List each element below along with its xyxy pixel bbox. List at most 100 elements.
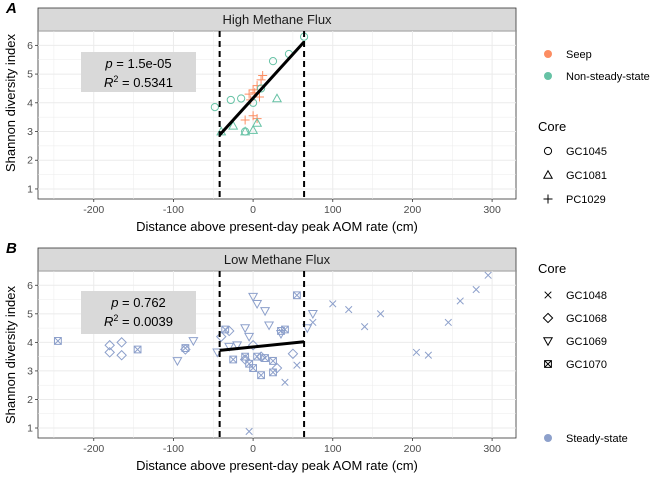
data-point-gc1048 [293,361,301,369]
data-point-gc1069 [240,324,251,334]
data-point-gc1070 [229,355,238,364]
legend-shape-triangle [542,169,554,179]
legend-label: GC1070 [566,359,607,371]
p-value-label: p = 1.5e-05 [104,56,171,71]
x-tick-label: 100 [324,204,342,216]
y-tick-label: 1 [27,423,33,435]
data-point-gc1048 [472,285,480,294]
x-tick-label: -200 [83,204,104,216]
p-value-label: p = 0.762 [110,295,166,310]
legend-label: Non-steady-state [566,71,650,83]
data-point-pc1029 [254,92,264,102]
x-tick-label: 200 [404,443,422,455]
grid [38,30,516,199]
data-point-gc1081 [271,93,283,103]
x-tick-label: -200 [83,443,104,455]
y-axis-label: Shannon diversity index [3,285,18,424]
data-point-gc1069 [263,321,275,331]
data-point-gc1069 [259,307,271,317]
stats-box [81,291,196,334]
data-point-gc1070 [261,354,269,362]
data-point-gc1048 [444,318,452,327]
data-point-gc1068 [271,362,283,374]
y-tick-label: 2 [27,155,33,167]
data-point-gc1081 [248,124,259,134]
regression-line [218,40,306,136]
legend-color-dot [544,50,552,58]
data-point-gc1081 [228,120,239,130]
y-tick-label: 5 [27,308,33,320]
data-point-gc1048 [484,271,492,279]
data-point-gc1069 [307,310,318,320]
legend-label: GC1048 [566,290,607,302]
y-axis-label: Shannon diversity index [3,33,18,172]
legend-label: Steady-state [566,433,628,445]
data-point-pc1029 [240,115,250,125]
data-point-gc1045 [268,57,278,66]
data-point-gc1048 [424,351,433,359]
x-tick-label: 0 [250,443,256,455]
data-point-gc1070 [181,344,190,352]
data-point-gc1048 [345,305,353,314]
data-point-gc1069 [172,357,183,367]
x-tick-label: 300 [483,204,501,216]
x-tick-label: -100 [163,204,184,216]
data-point-gc1068 [116,349,127,361]
data-point-gc1048 [245,427,253,436]
x-tick-label: 200 [404,204,422,216]
r2-label: R2 = 0.0039 [104,313,173,329]
data-point-gc1068 [116,337,127,348]
legend-title: Core [538,119,566,134]
data-point-gc1070 [54,337,62,345]
y-tick-label: 5 [27,69,33,81]
legend-shape-circle [543,146,553,156]
data-point-gc1068 [247,339,259,351]
x-tick-label: 0 [250,204,256,216]
data-point-gc1048 [360,323,369,331]
data-point-gc1081 [240,126,251,136]
y-tick-label: 6 [27,280,33,292]
data-point-gc1048 [456,297,464,305]
data-point-pc1029 [244,89,254,99]
data-point-gc1070 [249,364,257,372]
y-tick-label: 4 [27,97,33,109]
data-point-gc1069 [248,292,259,302]
y-tick-label: 6 [27,40,33,52]
legend-shape-cross [544,291,552,299]
x-tick-label: 300 [483,443,501,455]
data-point-gc1045 [210,103,219,112]
data-point-gc1070 [281,325,289,334]
legend-shape-diamond [542,312,554,324]
y-tick-label: 1 [27,183,33,195]
y-tick-label: 3 [27,126,33,138]
legend-label: GC1045 [566,146,607,158]
data-point-gc1048 [329,300,337,308]
data-point-gc1069 [244,332,255,342]
data-point-pc1029 [256,75,266,85]
data-point-gc1070 [133,345,142,354]
data-point-pc1029 [258,71,268,81]
data-point-gc1045 [256,84,266,93]
data-point-gc1070 [269,368,277,377]
legend-shape-plus [543,194,553,204]
legend-label: Seep [566,49,592,61]
stats-box [81,52,196,92]
data-point-gc1068 [104,347,116,358]
data-point-gc1070 [221,325,230,334]
legend-color-dot [544,72,552,80]
y-tick-label: 2 [27,394,33,406]
panel-b: Low Methane Flux B -200 -100 0 100 200 300 1 2 3 4 5… [3,240,517,473]
data-point-gc1070 [253,352,261,361]
panel-letter: A [5,0,17,17]
data-point-gc1069 [252,300,263,310]
data-point-gc1069 [188,337,199,347]
legend-label: GC1069 [566,336,607,348]
legend-shape-boxx [544,360,552,368]
facet-title: High Methane Flux [222,12,332,27]
data-point-gc1070 [293,291,301,300]
legend-label: GC1068 [566,313,607,325]
data-point-gc1069 [232,341,243,351]
panel-a: High Methane Flux A -200 -100 0 100 200 300 1 2 3 4… [3,0,517,234]
data-point-gc1081 [252,117,263,127]
